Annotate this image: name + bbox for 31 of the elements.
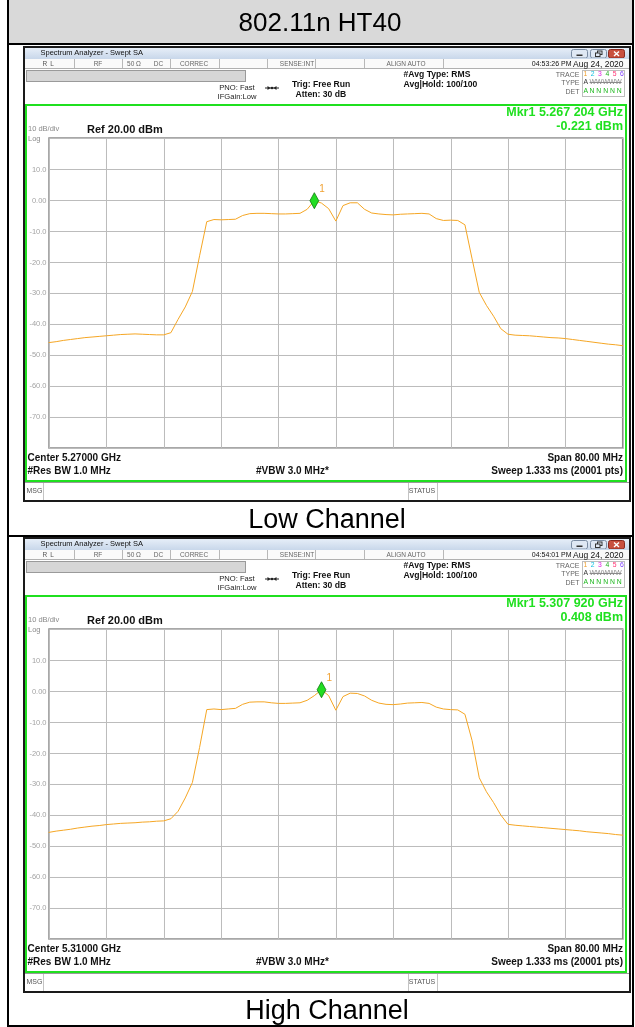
text: Center 5.27000 GHz bbox=[27, 452, 121, 464]
text: Aug 24, 2020 bbox=[573, 58, 624, 69]
text: 0.408 dBm bbox=[560, 609, 623, 624]
text: High Channel bbox=[245, 994, 409, 1025]
text: Low Channel bbox=[248, 503, 406, 534]
text: Trig: Free Run bbox=[292, 78, 351, 89]
text: Avg|Hold: 100/100 bbox=[403, 79, 478, 90]
text: Atten: 30 dB bbox=[295, 88, 347, 99]
text: #Res BW 1.0 MHz bbox=[27, 956, 111, 967]
text: Mkr1 5.267 204 GHz bbox=[506, 104, 623, 119]
text: -0.221 dBm bbox=[556, 118, 623, 133]
text: Ref 20.00 dBm bbox=[87, 613, 163, 626]
text: Span 80.00 MHz bbox=[547, 452, 623, 464]
text: #Res BW 1.0 MHz bbox=[27, 465, 111, 476]
text: #Avg Type: RMS bbox=[403, 69, 471, 80]
series-label: 1 bbox=[319, 183, 326, 195]
text: Atten: 30 dB bbox=[295, 579, 347, 590]
text: Span 80.00 MHz bbox=[547, 943, 623, 955]
text: Aug 24, 2020 bbox=[573, 549, 624, 560]
text: #Avg Type: RMS bbox=[403, 560, 471, 571]
chart-title: 802.11n HT40 bbox=[238, 7, 402, 37]
text: Mkr1 5.307 920 GHz bbox=[506, 595, 623, 610]
text: Avg|Hold: 100/100 bbox=[403, 570, 478, 581]
text: #VBW 3.0 MHz* bbox=[256, 956, 329, 967]
text: #VBW 3.0 MHz* bbox=[256, 465, 329, 476]
text: Sweep 1.333 ms (20001 pts) bbox=[491, 956, 623, 967]
series-label: 1 bbox=[326, 672, 333, 684]
text: Ref 20.00 dBm bbox=[87, 122, 163, 135]
text: Center 5.31000 GHz bbox=[27, 943, 121, 955]
text: Sweep 1.333 ms (20001 pts) bbox=[491, 465, 623, 476]
text: Trig: Free Run bbox=[292, 569, 351, 580]
